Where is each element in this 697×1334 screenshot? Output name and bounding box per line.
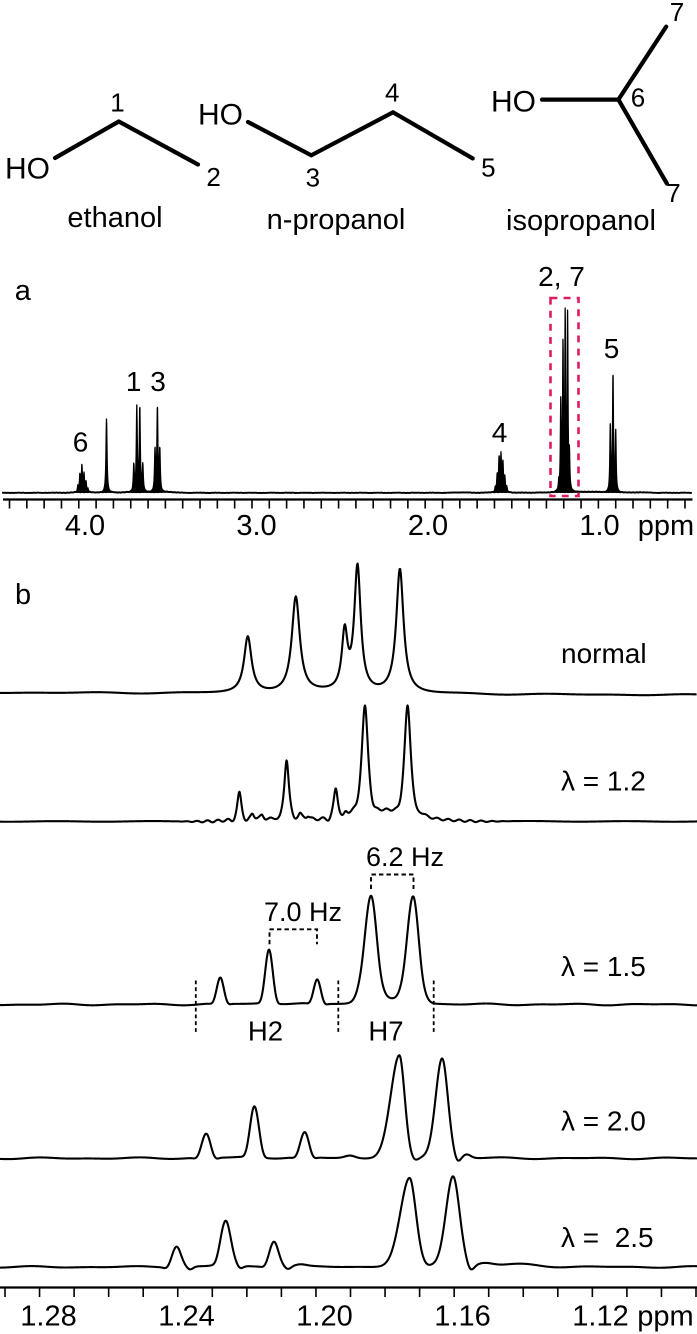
svg-text:HO: HO [5,153,50,186]
svg-text:λ = 2.5: λ = 2.5 [561,1222,654,1253]
svg-text:4: 4 [492,417,508,448]
svg-text:1.12: 1.12 [572,1301,628,1333]
svg-text:b: b [15,579,31,611]
svg-text:6.2 Hz: 6.2 Hz [366,842,444,872]
svg-text:5: 5 [481,153,495,183]
svg-text:1: 1 [126,366,142,397]
svg-text:4: 4 [385,78,399,108]
svg-text:3.0: 3.0 [236,510,276,542]
svg-text:ppm: ppm [638,510,694,542]
svg-text:H7: H7 [368,1016,403,1047]
svg-text:7.0 Hz: 7.0 Hz [264,897,342,927]
svg-text:HO: HO [198,98,243,131]
svg-text:ethanol: ethanol [67,202,162,234]
svg-text:1.28: 1.28 [20,1301,76,1333]
svg-text:λ = 1.5: λ = 1.5 [561,951,646,982]
svg-text:5: 5 [604,333,620,364]
svg-text:2: 2 [206,162,220,192]
svg-text:H2: H2 [248,1016,283,1047]
svg-text:4.0: 4.0 [65,510,105,542]
svg-text:λ = 2.0: λ = 2.0 [561,1106,646,1137]
svg-text:ppm: ppm [637,1301,693,1333]
svg-text:1.16: 1.16 [434,1301,490,1333]
svg-text:7: 7 [670,0,684,27]
svg-text:6: 6 [631,83,645,113]
svg-text:6: 6 [73,427,89,458]
svg-text:1.20: 1.20 [296,1301,352,1333]
svg-text:1: 1 [110,88,124,118]
svg-text:n-propanol: n-propanol [267,204,406,236]
svg-text:normal: normal [561,638,647,669]
svg-text:HO: HO [491,86,536,119]
svg-text:3: 3 [150,366,166,397]
svg-text:a: a [15,275,32,307]
svg-text:7: 7 [666,178,680,208]
svg-text:isopropanol: isopropanol [506,205,656,237]
svg-text:2.0: 2.0 [408,510,448,542]
svg-text:3: 3 [306,163,320,193]
svg-text:2, 7: 2, 7 [538,261,585,292]
svg-text:1.24: 1.24 [158,1301,214,1333]
svg-text:1.0: 1.0 [579,510,619,542]
svg-text:λ = 1.2: λ = 1.2 [561,766,646,797]
